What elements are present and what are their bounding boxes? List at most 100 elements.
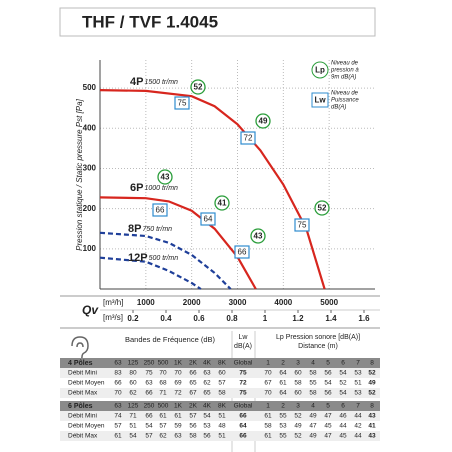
table-cell: 63 (203, 370, 211, 377)
section-name: 6 Pôles (68, 403, 93, 410)
legend-symbol-box (311, 92, 329, 108)
table-cell: 44 (354, 433, 362, 440)
y-tick-label: 400 (83, 123, 97, 132)
table-cell: 70 (264, 370, 272, 377)
table-cell: 65 (203, 390, 211, 397)
table-cell: 66 (145, 390, 153, 397)
table-cell: 71 (129, 413, 137, 420)
lp-marker (190, 79, 206, 95)
table-cell: 60 (294, 370, 302, 377)
table-cell: 48 (218, 423, 226, 430)
x2-tick-label: 0.4 (160, 314, 172, 323)
table-cell: 61 (264, 413, 272, 420)
table-cell: 68 (159, 380, 167, 387)
x-tick-label: 4000 (274, 298, 292, 307)
series-speed: 1000 tr/mn (144, 185, 178, 192)
table-cell: 70 (174, 370, 182, 377)
table-cell: 62 (129, 390, 137, 397)
x2-tick-label: 0.6 (193, 314, 205, 323)
table-cell: 60 (218, 370, 226, 377)
band-title: Bandes de Fréquence (dB) (125, 335, 216, 344)
table-cell: 72 (174, 390, 182, 397)
x2-tick-label: 1 (263, 314, 268, 323)
table-cell: 71 (159, 390, 167, 397)
table-cell: 75 (239, 390, 247, 397)
table-cell: 64 (279, 370, 287, 377)
x2-tick-label: 1.6 (358, 314, 370, 323)
header-cell: 5 (326, 360, 330, 367)
table-cell: 42 (354, 423, 362, 430)
header-cell: 6 (341, 360, 345, 367)
table-cell: 54 (324, 380, 332, 387)
lw-marker (174, 96, 190, 110)
table-cell: 55 (279, 433, 287, 440)
header-cell: 4 (311, 360, 315, 367)
series-name: 6P (130, 182, 143, 194)
header-cell: 8 (370, 403, 374, 410)
table-cell: 44 (339, 423, 347, 430)
table-cell: 66 (239, 413, 247, 420)
lp-value: 49 (259, 117, 268, 126)
row-band (60, 378, 380, 388)
table-cell: 67 (189, 390, 197, 397)
legend-text: Niveau de (331, 61, 359, 67)
table-cell: 58 (264, 423, 272, 430)
x-unit: [m³/h] (103, 298, 123, 307)
table-cell: 46 (339, 413, 347, 420)
table-cell: 47 (324, 433, 332, 440)
table-cell: 65 (189, 380, 197, 387)
x2-tick-label: 1.2 (292, 314, 304, 323)
header-cell: 500 (158, 403, 169, 410)
table-cell: 62 (203, 380, 211, 387)
series-speed: 1500 tr/mn (144, 79, 178, 86)
table-cell: 47 (324, 413, 332, 420)
header-cell: 1 (266, 403, 270, 410)
lp-marker (314, 200, 330, 216)
header-cell: 8K (218, 403, 227, 410)
lw-marker (200, 212, 216, 226)
y-tick-label: 100 (83, 244, 97, 253)
header-cell: 500 (158, 360, 169, 367)
legend-text: Puissance (331, 98, 359, 104)
header-cell: 125 (128, 360, 139, 367)
table-cell: 72 (239, 380, 247, 387)
table-cell: 51 (218, 413, 226, 420)
header-cell: 1K (174, 403, 183, 410)
table-cell: 47 (309, 423, 317, 430)
table-cell: 53 (279, 423, 287, 430)
header-cell: 63 (114, 360, 122, 367)
table-cell: 54 (145, 423, 153, 430)
lw-title: Lw (239, 334, 249, 341)
legend-text: 9m dB(A) (331, 75, 356, 81)
row-label: Débit Max (68, 390, 98, 397)
x-tick-label: 2000 (183, 298, 201, 307)
series-label: 12P500 tr/mn (128, 252, 178, 264)
table-cell: 52 (294, 413, 302, 420)
legend-text: dB(A) (331, 105, 346, 111)
lw-marker (240, 131, 256, 145)
series-label: 8P750 tr/mn (128, 223, 172, 235)
lw-value: 64 (204, 215, 213, 224)
table-cell: 51 (218, 433, 226, 440)
lw-title: dB(A) (234, 343, 252, 350)
header-cell: 63 (114, 403, 122, 410)
x-tick-label: 3000 (229, 298, 247, 307)
table-cell: 49 (368, 380, 376, 387)
table-cell: 58 (309, 370, 317, 377)
table-cell: 58 (294, 380, 302, 387)
lw-marker (152, 203, 168, 217)
lp-value: 43 (161, 173, 170, 182)
table-cell: 70 (264, 390, 272, 397)
header-cell: 3 (296, 360, 300, 367)
lp-marker (157, 169, 173, 185)
table-cell: 74 (114, 413, 122, 420)
header-cell: 1K (174, 360, 183, 367)
table-cell: 45 (324, 423, 332, 430)
row-label: Débit Moyen (68, 423, 105, 430)
lp-value: 43 (254, 232, 263, 241)
row-label: Débit Moyen (68, 380, 105, 387)
table-cell: 60 (129, 380, 137, 387)
table-cell: 53 (354, 390, 362, 397)
table-cell: 80 (129, 370, 137, 377)
